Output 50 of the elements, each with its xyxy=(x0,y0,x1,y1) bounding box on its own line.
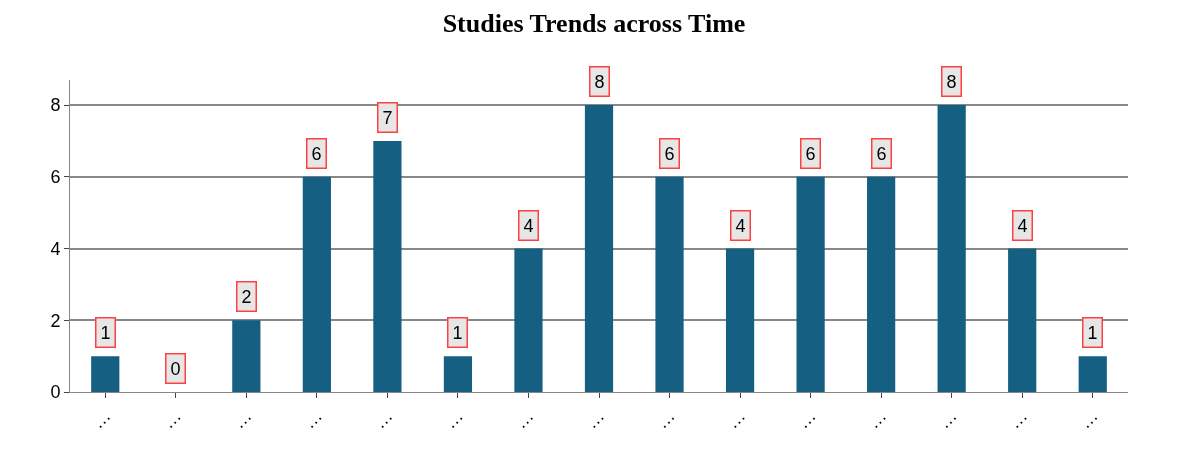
y-tick-label: 6 xyxy=(50,167,61,188)
data-label: 0 xyxy=(170,358,181,379)
x-tick-label: … xyxy=(1004,405,1032,433)
bar xyxy=(91,356,120,392)
bar xyxy=(514,248,543,392)
data-label: 4 xyxy=(1017,215,1028,236)
bar xyxy=(443,356,473,392)
x-tick-label: … xyxy=(792,405,820,433)
data-label: 8 xyxy=(594,71,605,92)
x-tick-label: … xyxy=(228,405,256,433)
y-tick-label: 2 xyxy=(50,310,61,331)
data-label: 6 xyxy=(805,143,816,164)
x-tick-label: … xyxy=(510,405,538,433)
x-tick-label: … xyxy=(722,405,750,433)
data-label: 1 xyxy=(452,322,463,343)
data-label: 1 xyxy=(100,322,111,343)
bar xyxy=(1008,248,1037,392)
data-label: 1 xyxy=(1087,322,1098,343)
bar xyxy=(584,105,614,392)
x-tick-label: … xyxy=(863,405,891,433)
bar xyxy=(796,176,825,392)
y-tick-label: 8 xyxy=(50,95,61,116)
x-tick-label: … xyxy=(651,405,679,433)
data-label: 2 xyxy=(241,286,252,307)
bar xyxy=(655,176,684,392)
data-label: 4 xyxy=(735,215,746,236)
data-label: 6 xyxy=(311,143,322,164)
data-label: 6 xyxy=(876,143,887,164)
bar xyxy=(232,320,261,392)
data-label: 7 xyxy=(382,107,393,128)
x-tick-label: … xyxy=(299,405,327,433)
chart-title: Studies Trends across Time xyxy=(442,9,746,39)
x-tick-label: … xyxy=(933,405,961,433)
x-tick-label: … xyxy=(369,405,397,433)
x-tick-label: … xyxy=(87,405,115,433)
x-tick-label: … xyxy=(581,405,609,433)
y-tick-label: 4 xyxy=(50,238,61,259)
bar xyxy=(302,176,331,392)
y-tick-label: 0 xyxy=(50,382,61,403)
bar xyxy=(1078,356,1107,392)
bar xyxy=(867,176,896,392)
bar xyxy=(373,140,402,392)
data-label: 4 xyxy=(523,215,534,236)
bar xyxy=(937,105,966,392)
x-tick-label: … xyxy=(440,405,468,433)
x-tick-label: … xyxy=(1075,405,1102,433)
x-tick-label: … xyxy=(158,405,185,433)
data-label: 8 xyxy=(946,71,957,92)
bar xyxy=(725,248,755,392)
data-label: 6 xyxy=(664,143,675,164)
